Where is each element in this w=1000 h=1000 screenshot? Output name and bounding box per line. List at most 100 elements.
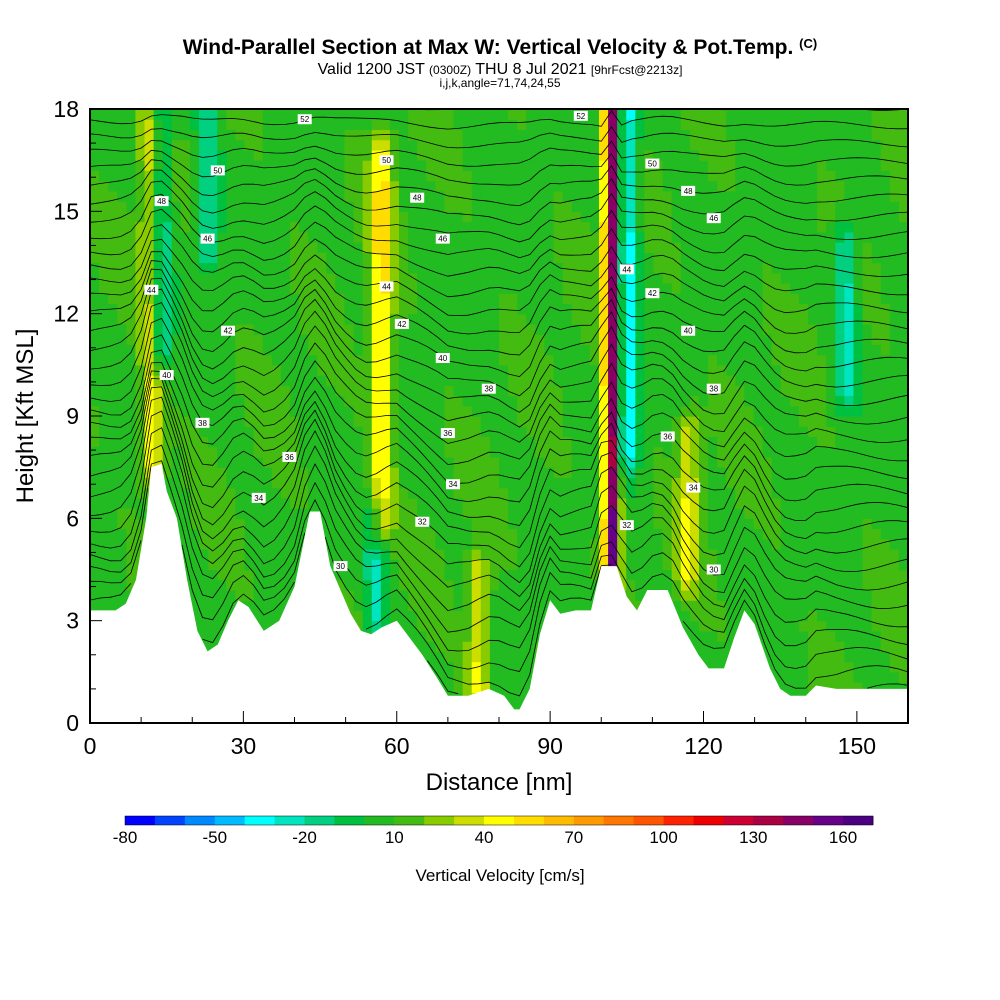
field-cell	[389, 109, 400, 120]
field-cell	[217, 385, 227, 397]
field-cell	[753, 323, 764, 335]
field-cell	[208, 395, 218, 407]
field-cell	[653, 211, 664, 223]
field-cell	[289, 231, 300, 243]
field-cell	[444, 549, 455, 560]
field-cell	[726, 497, 736, 509]
field-cell	[253, 579, 264, 591]
field-cell	[571, 119, 582, 131]
field-cell	[289, 405, 300, 417]
field-cell	[380, 569, 391, 581]
field-cell	[753, 477, 764, 489]
field-cell	[644, 487, 655, 499]
field-cell	[244, 252, 255, 264]
field-cell	[835, 620, 845, 632]
field-cell	[680, 405, 691, 417]
field-cell	[444, 508, 455, 519]
field-cell	[444, 282, 455, 294]
field-cell	[126, 149, 137, 161]
field-cell	[808, 641, 818, 652]
field-cell	[771, 559, 782, 571]
field-cell	[535, 416, 546, 427]
field-cell	[726, 364, 736, 376]
field-cell	[317, 344, 327, 356]
field-cell	[426, 600, 436, 612]
field-cell	[735, 487, 745, 499]
field-cell	[435, 559, 446, 571]
field-cell	[680, 385, 691, 397]
field-cell	[235, 344, 246, 356]
field-cell	[189, 139, 200, 151]
field-cell	[735, 180, 745, 192]
field-cell	[371, 487, 382, 499]
field-cell	[526, 160, 536, 171]
field-cell	[508, 549, 518, 560]
field-cell	[762, 160, 773, 171]
field-cell	[553, 487, 564, 499]
field-cell	[426, 180, 436, 192]
field-cell	[389, 242, 400, 253]
field-cell	[208, 293, 218, 305]
field-cell	[808, 579, 818, 591]
field-cell	[189, 119, 200, 131]
field-cell	[698, 426, 709, 438]
field-cell	[453, 262, 464, 274]
field-cell	[698, 641, 709, 652]
field-cell	[171, 242, 182, 253]
field-cell	[317, 262, 327, 274]
field-cell	[162, 334, 173, 345]
field-cell	[817, 518, 827, 530]
field-cell	[417, 201, 427, 212]
field-cell	[780, 201, 791, 212]
field-cell	[435, 641, 446, 652]
field-cell	[417, 129, 427, 141]
field-cell	[90, 600, 100, 612]
field-cell	[408, 497, 418, 509]
field-cell	[835, 456, 845, 468]
field-cell	[171, 456, 182, 468]
field-cell	[689, 354, 700, 366]
field-cell	[189, 456, 200, 468]
field-cell	[762, 589, 773, 601]
field-cell	[780, 190, 791, 202]
field-cell	[753, 446, 764, 458]
field-cell	[99, 313, 109, 325]
field-cell	[635, 272, 646, 284]
field-cell	[153, 272, 164, 284]
field-cell	[399, 620, 409, 632]
field-cell	[289, 262, 300, 274]
field-cell	[544, 170, 555, 182]
field-cell	[471, 610, 482, 622]
field-cell	[417, 272, 427, 284]
field-cell	[289, 190, 300, 202]
field-cell	[671, 487, 682, 499]
field-cell	[817, 385, 827, 397]
field-cell	[344, 303, 355, 315]
field-cell	[199, 446, 209, 458]
field-cell	[117, 467, 127, 478]
field-cell	[399, 160, 409, 171]
field-cell	[389, 323, 400, 335]
field-cell	[499, 559, 509, 571]
field-cell	[553, 589, 564, 601]
field-cell	[353, 170, 364, 182]
field-cell	[817, 313, 827, 325]
field-cell	[698, 190, 709, 202]
field-cell	[126, 518, 137, 530]
field-cell	[471, 528, 482, 540]
field-cell	[399, 354, 409, 366]
field-cell	[499, 405, 509, 417]
field-cell	[499, 211, 509, 223]
field-cell	[344, 538, 355, 550]
field-cell	[180, 508, 191, 519]
field-cell	[726, 600, 736, 612]
field-cell	[217, 610, 227, 622]
field-cell	[771, 282, 782, 294]
field-cell	[353, 446, 364, 458]
field-cell	[844, 682, 855, 693]
field-cell	[826, 528, 836, 540]
field-cell	[526, 303, 536, 315]
field-cell	[608, 149, 618, 161]
field-cell	[444, 497, 455, 509]
field-cell	[626, 211, 636, 223]
